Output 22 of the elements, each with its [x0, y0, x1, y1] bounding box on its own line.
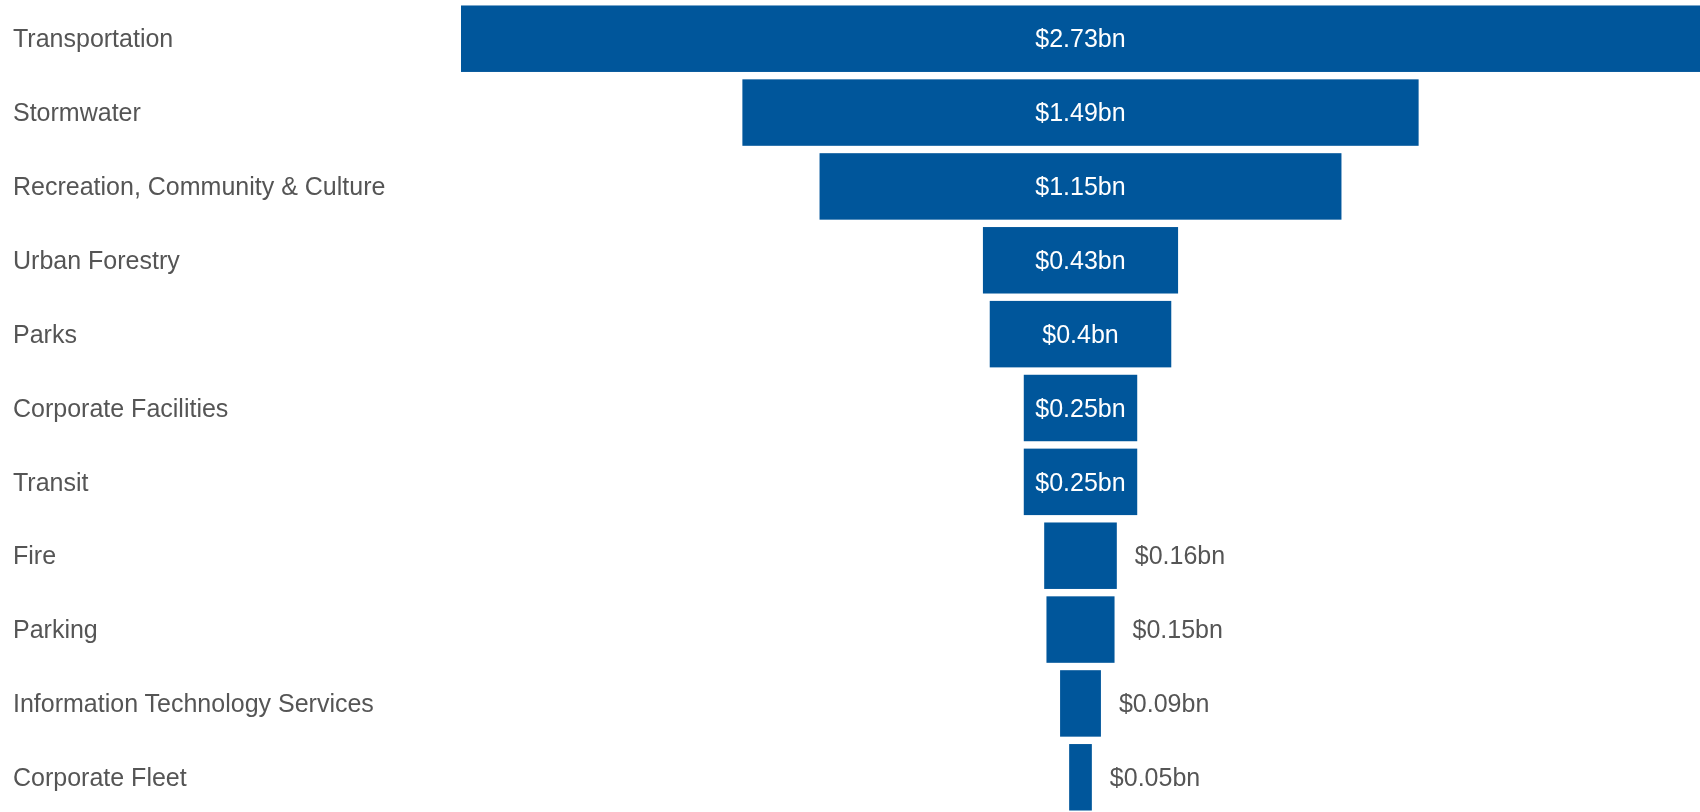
category-label: Recreation, Community & Culture [13, 172, 386, 201]
data-label: $0.09bn [1118, 689, 1210, 718]
category-label: Corporate Facilities [13, 393, 229, 422]
data-label: $1.15bn [1035, 172, 1126, 201]
data-label: $0.43bn [1035, 246, 1126, 275]
category-label: Corporate Fleet [13, 763, 187, 792]
category-label: Urban Forestry [13, 246, 181, 275]
data-label: $0.15bn [1132, 615, 1223, 644]
category-label: Parking [13, 615, 98, 644]
data-label: $0.25bn [1035, 467, 1126, 496]
category-label: Parks [13, 319, 77, 348]
data-label: $0.25bn [1035, 393, 1126, 422]
data-label: $2.73bn [1035, 24, 1126, 53]
category-label: Information Technology Services [13, 689, 374, 718]
category-label: Fire [13, 541, 57, 570]
category-label: Stormwater [13, 98, 141, 127]
data-label: $0.16bn [1134, 541, 1226, 570]
data-label: $1.49bn [1035, 98, 1126, 127]
category-label: Transportation [13, 24, 174, 53]
data-label: $0.05bn [1109, 763, 1201, 792]
data-label: $0.4bn [1042, 319, 1119, 348]
category-label: Transit [13, 467, 89, 496]
